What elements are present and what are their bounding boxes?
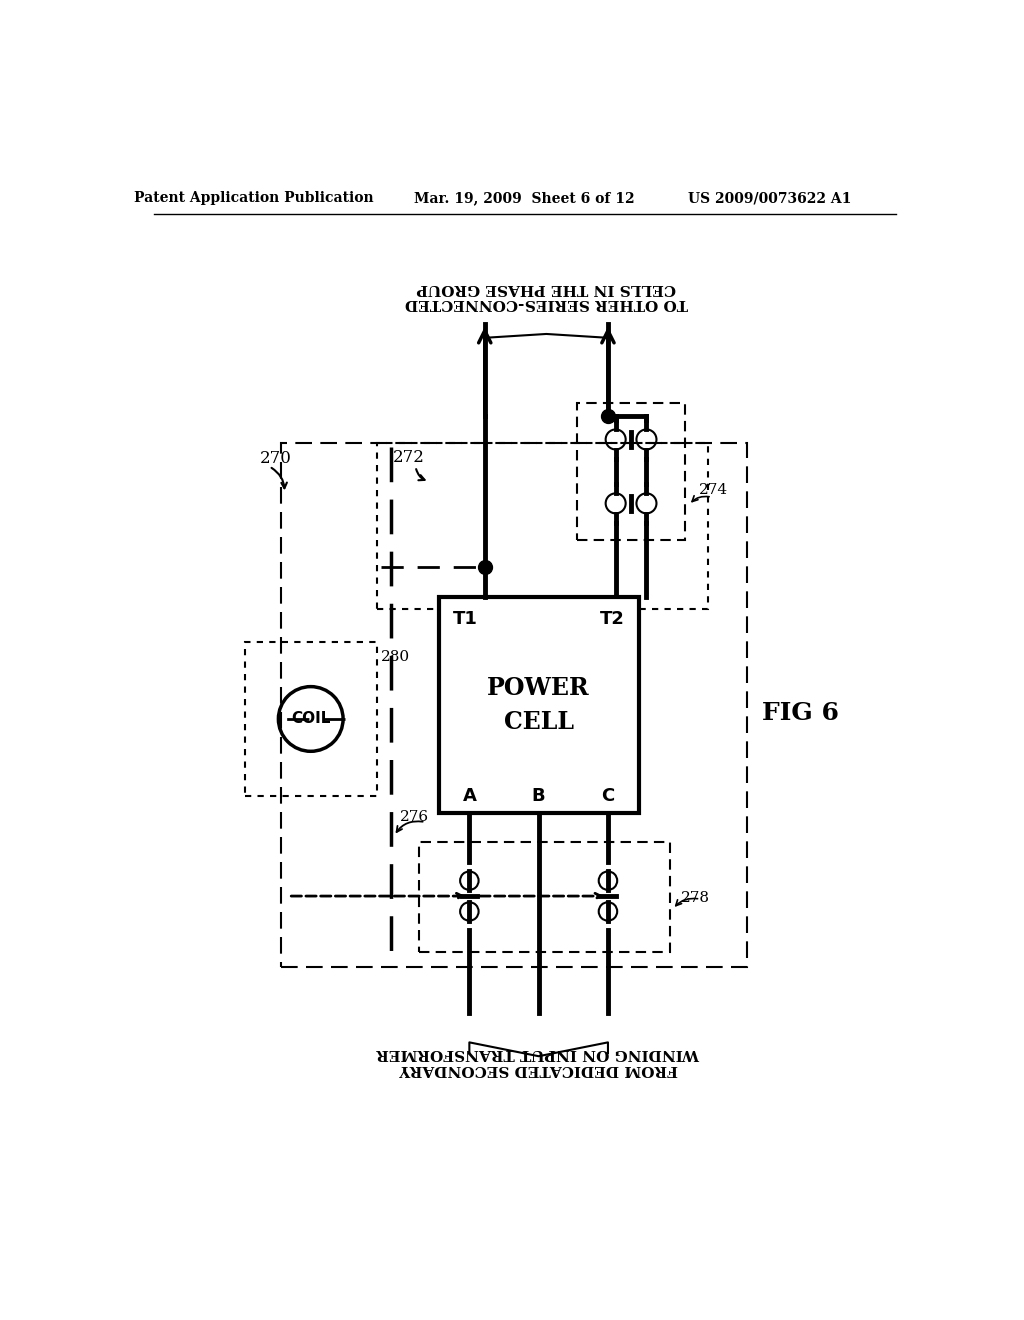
Text: FROM DEDICATED SECONDARY: FROM DEDICATED SECONDARY <box>399 1061 678 1076</box>
Text: TO OTHER SERIES-CONNECTED: TO OTHER SERIES-CONNECTED <box>404 296 688 310</box>
Bar <box>438 597 639 813</box>
Text: POWER
CELL: POWER CELL <box>487 676 590 734</box>
Text: Mar. 19, 2009  Sheet 6 of 12: Mar. 19, 2009 Sheet 6 of 12 <box>415 191 635 206</box>
Bar <box>578 404 685 540</box>
Text: T2: T2 <box>600 610 625 628</box>
Bar <box>419 842 670 952</box>
Bar <box>281 444 746 966</box>
Text: FIG 6: FIG 6 <box>762 701 839 725</box>
Text: Patent Application Publication: Patent Application Publication <box>134 191 374 206</box>
Text: A: A <box>463 787 476 805</box>
Bar <box>377 444 708 609</box>
Text: COIL: COIL <box>291 711 331 726</box>
Bar <box>245 642 377 796</box>
Text: 280: 280 <box>381 651 410 664</box>
Text: 274: 274 <box>698 483 728 496</box>
Text: 270: 270 <box>260 450 292 467</box>
Text: 272: 272 <box>392 449 424 466</box>
Text: CELLS IN THE PHASE GROUP: CELLS IN THE PHASE GROUP <box>417 281 676 294</box>
Text: 276: 276 <box>400 809 429 824</box>
Text: B: B <box>531 787 546 805</box>
Text: T1: T1 <box>453 610 477 628</box>
Text: US 2009/0073622 A1: US 2009/0073622 A1 <box>688 191 851 206</box>
Text: C: C <box>601 787 614 805</box>
Text: 278: 278 <box>681 891 710 904</box>
Text: WINDING ON INPUT TRANSFORMER: WINDING ON INPUT TRANSFORMER <box>377 1047 700 1060</box>
